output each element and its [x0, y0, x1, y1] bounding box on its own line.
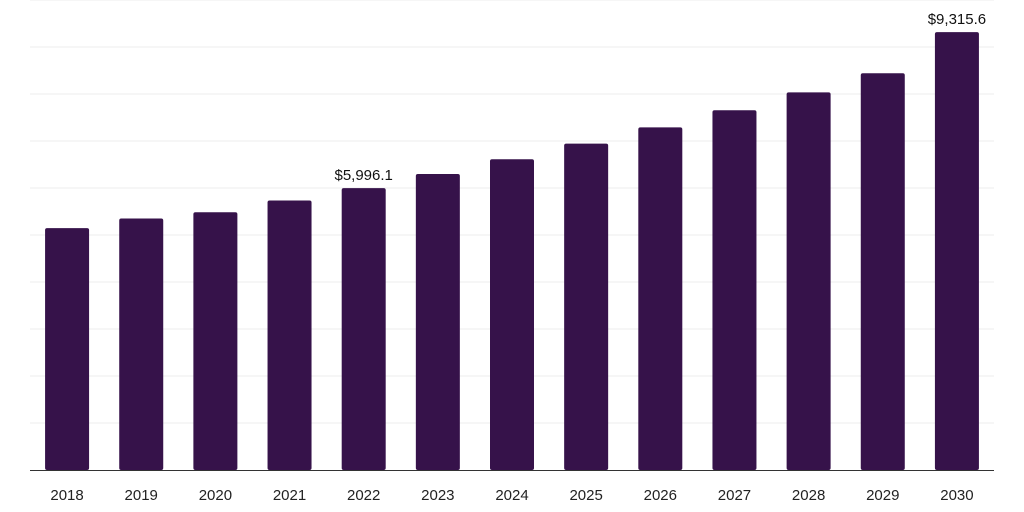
- bar-2024: [490, 159, 534, 470]
- x-tick-label-2024: 2024: [495, 487, 528, 504]
- x-tick-label-2025: 2025: [569, 487, 602, 504]
- data-labels: $5,996.1 $9,315.6: [334, 11, 986, 184]
- data-label-2030: $9,315.6: [928, 11, 986, 28]
- x-tick-label-2028: 2028: [792, 487, 825, 504]
- x-tick-label-2023: 2023: [421, 487, 454, 504]
- x-tick-label-2019: 2019: [125, 487, 158, 504]
- bar-2028: [786, 92, 831, 471]
- bar-2026: [638, 127, 683, 471]
- data-label-2022: $5,996.1: [334, 167, 392, 184]
- x-tick-label-2018: 2018: [50, 487, 83, 504]
- bar-2020: [193, 212, 238, 470]
- bar-2022: [341, 188, 386, 471]
- x-tick-label-2026: 2026: [644, 487, 677, 504]
- bar-2030: [934, 32, 979, 470]
- bar-2027: [712, 110, 757, 471]
- x-tick-label-2022: 2022: [347, 487, 380, 504]
- x-tick-label-2027: 2027: [718, 487, 751, 504]
- x-tick-label-2021: 2021: [273, 487, 306, 504]
- bar-2023: [415, 174, 460, 470]
- bar-2019: [119, 218, 164, 470]
- bar-2021: [267, 200, 312, 470]
- x-tick-label-2020: 2020: [199, 487, 232, 504]
- x-tick-labels: 2018 2019 2020 2021 2022 2023 2024 2025 2026 2027…: [50, 487, 973, 504]
- bar-2018: [45, 228, 90, 470]
- bar-2025: [564, 143, 609, 470]
- bars: [45, 32, 979, 471]
- x-tick-label-2029: 2029: [866, 487, 899, 504]
- bar-2029: [860, 73, 905, 470]
- x-tick-label-2030: 2030: [940, 487, 973, 504]
